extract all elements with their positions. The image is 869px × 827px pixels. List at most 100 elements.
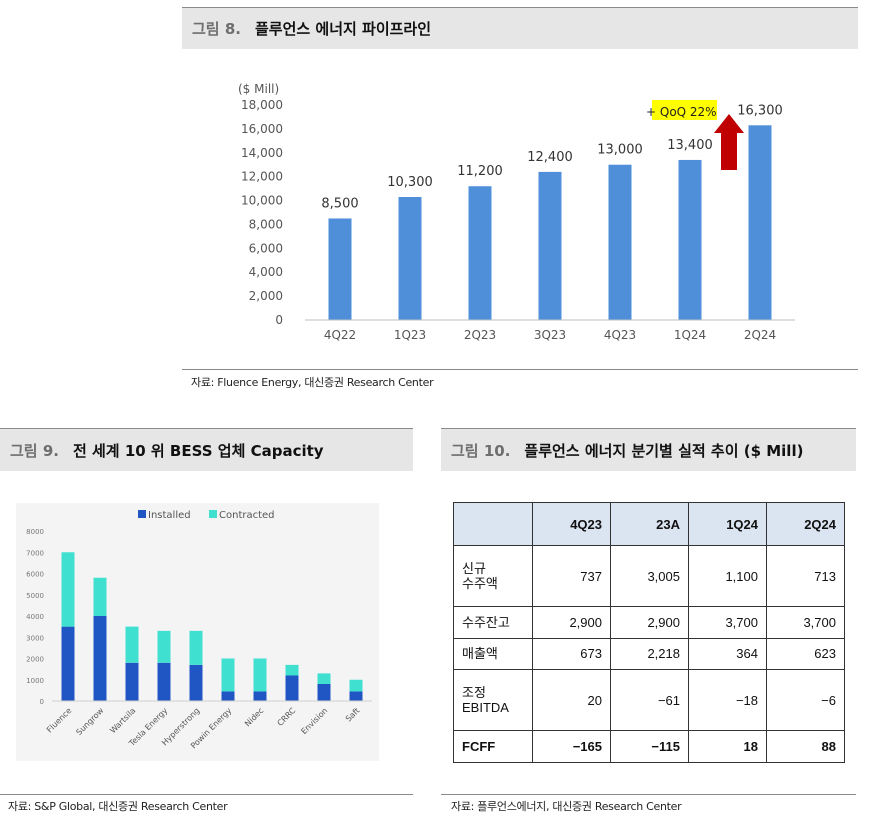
fig9-bess-capacity-chart: Installed Contracted 0 1000 2000 3000 4000 50… bbox=[26, 510, 372, 750]
bar-installed bbox=[221, 691, 235, 701]
bar-contracted bbox=[189, 630, 203, 665]
data-label: 8,500 bbox=[321, 196, 358, 211]
fig9-number: 그림 9. bbox=[10, 441, 59, 460]
up-arrow-icon bbox=[714, 114, 744, 170]
row-label: 신규 수주액 bbox=[453, 544, 533, 608]
bar-installed bbox=[349, 691, 363, 701]
fig10-title: 플루언스 에너지 분기별 실적 추이 ($ Mill) bbox=[524, 441, 804, 460]
x-tick-label: 4Q22 bbox=[324, 328, 356, 342]
legend-installed-swatch bbox=[138, 510, 146, 518]
y-tick-label: 4,000 bbox=[249, 265, 283, 279]
table-cell: 3,005 bbox=[610, 544, 689, 608]
fig8-divider bbox=[182, 369, 858, 370]
column-header: 4Q23 bbox=[532, 502, 611, 546]
table-cell: −165 bbox=[532, 730, 611, 763]
fig10-header: 그림 10. 플루언스 에너지 분기별 실적 추이 ($ Mill) bbox=[441, 428, 856, 471]
performance-table: 4Q23 23A 1Q24 2Q24 신규 수주액 737 3,005 1,100 713… bbox=[453, 502, 845, 763]
fig8-number: 그림 8. bbox=[192, 20, 241, 38]
table-row: FCFF −165 −115 18 88 bbox=[453, 730, 845, 763]
table-cell: 2,218 bbox=[610, 637, 689, 671]
fig8-pipeline-chart: ($ Mill) 0 2,000 4,000 6,000 8,000 10,000 12,0… bbox=[238, 82, 795, 342]
y-tick-label: 6000 bbox=[26, 571, 44, 579]
row-label: 조정 EBITDA bbox=[453, 669, 533, 732]
x-tick-label: 2Q23 bbox=[464, 328, 496, 342]
column-header: 2Q24 bbox=[766, 502, 845, 546]
qoq-annotation: + QoQ 22% bbox=[646, 105, 717, 119]
x-tick-label: Wartsila bbox=[108, 706, 137, 735]
column-header: 1Q24 bbox=[688, 502, 767, 546]
table-cell: 713 bbox=[766, 544, 845, 608]
fig9-divider bbox=[0, 794, 413, 795]
table-cell: −6 bbox=[766, 669, 845, 732]
table-cell: 18 bbox=[688, 730, 767, 763]
legend-installed-label: Installed bbox=[148, 510, 191, 521]
bar bbox=[328, 218, 352, 320]
data-label: 12,400 bbox=[527, 150, 573, 165]
bar-contracted bbox=[253, 658, 267, 692]
fig9-title: 전 세계 10 위 BESS 업체 Capacity bbox=[72, 441, 324, 460]
qoq-highlight bbox=[652, 100, 717, 120]
data-label: 11,200 bbox=[457, 164, 503, 179]
bar bbox=[678, 159, 702, 320]
bar-installed bbox=[93, 616, 107, 701]
bar-contracted bbox=[157, 630, 171, 663]
table-cell: 2,900 bbox=[532, 606, 611, 639]
bar-contracted bbox=[285, 664, 299, 676]
bar bbox=[748, 125, 772, 320]
bar-contracted bbox=[221, 658, 235, 692]
table-cell: 88 bbox=[766, 730, 845, 763]
table-cell: 673 bbox=[532, 637, 611, 671]
x-tick-label: Sungrow bbox=[74, 706, 105, 737]
y-tick-label: 3000 bbox=[26, 634, 44, 642]
table-header-row: 4Q23 23A 1Q24 2Q24 bbox=[453, 502, 845, 546]
fig10-number: 그림 10. bbox=[451, 441, 511, 460]
fig8-title: 플루언스 에너지 파이프라인 bbox=[254, 20, 432, 38]
table-row: 조정 EBITDA 20 −61 −18 −6 bbox=[453, 669, 845, 732]
bar-contracted bbox=[93, 577, 107, 616]
table-corner-cell bbox=[453, 502, 533, 546]
y-tick-label: 2,000 bbox=[249, 289, 283, 303]
bar bbox=[398, 196, 422, 320]
data-label: 16,300 bbox=[737, 103, 783, 118]
x-tick-label: 1Q24 bbox=[674, 328, 706, 342]
fig9-header: 그림 9. 전 세계 10 위 BESS 업체 Capacity bbox=[0, 428, 413, 471]
table-cell: 1,100 bbox=[688, 544, 767, 608]
table-cell: −18 bbox=[688, 669, 767, 732]
bar-installed bbox=[189, 664, 203, 701]
bar-installed bbox=[253, 691, 267, 701]
fig8-source: 자료: Fluence Energy, 대신증권 Research Center bbox=[191, 376, 434, 389]
bar-contracted bbox=[125, 626, 139, 663]
y-tick-label: 2000 bbox=[26, 656, 44, 664]
table-cell: 364 bbox=[688, 637, 767, 671]
table-row: 수주잔고 2,900 2,900 3,700 3,700 bbox=[453, 606, 845, 639]
bar bbox=[468, 186, 492, 320]
bar-installed bbox=[285, 675, 299, 701]
row-label: FCFF bbox=[453, 730, 533, 763]
y-tick-label: 4000 bbox=[26, 613, 44, 621]
y-tick-label: 18,000 bbox=[241, 98, 283, 112]
x-tick-label: 4Q23 bbox=[604, 328, 636, 342]
x-tick-label: 2Q24 bbox=[744, 328, 776, 342]
legend-contracted-swatch bbox=[209, 510, 217, 518]
y-tick-label: 16,000 bbox=[241, 122, 283, 136]
bar-installed bbox=[157, 662, 171, 701]
table-cell: 2,900 bbox=[610, 606, 689, 639]
y-tick-label: 1000 bbox=[26, 677, 44, 685]
data-label: 13,400 bbox=[667, 138, 713, 153]
x-tick-label: Fluence bbox=[45, 706, 73, 734]
bar-contracted bbox=[61, 552, 75, 627]
fig8-header: 그림 8. 플루언스 에너지 파이프라인 bbox=[182, 7, 858, 49]
table-row: 신규 수주액 737 3,005 1,100 713 bbox=[453, 544, 845, 608]
x-tick-label: 1Q23 bbox=[394, 328, 426, 342]
y-tick-label: 5000 bbox=[26, 592, 44, 600]
x-tick-label: Saft bbox=[344, 706, 362, 724]
x-tick-label: Nidec bbox=[243, 706, 265, 728]
bar bbox=[608, 164, 632, 320]
bar-installed bbox=[61, 626, 75, 701]
y-tick-label: 12,000 bbox=[241, 170, 283, 184]
table-cell: −115 bbox=[610, 730, 689, 763]
bar-installed bbox=[125, 662, 139, 701]
table-cell: 20 bbox=[532, 669, 611, 732]
x-tick-label: 3Q23 bbox=[534, 328, 566, 342]
bar bbox=[538, 171, 562, 320]
